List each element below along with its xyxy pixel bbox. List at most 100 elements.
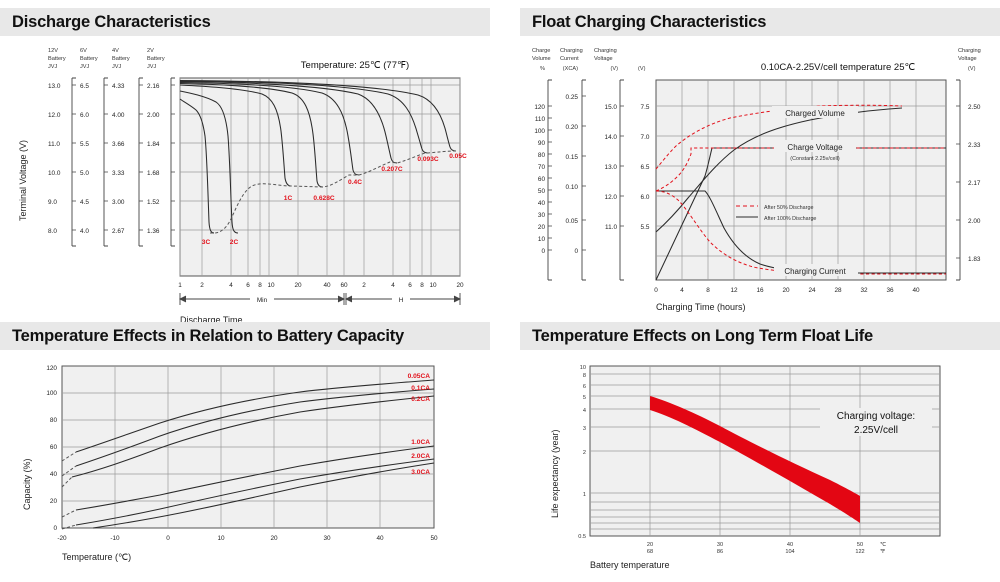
svg-text:2: 2 [362,282,366,289]
svg-text:0.25: 0.25 [566,94,579,101]
capacity-yticks: 0 20 40 60 80 100 120 [46,365,57,532]
float-note: 0.10CA-2.25V/cell temperature 25℃ [761,62,916,73]
scale-header-6v-volt: 6V [80,48,87,54]
svg-text:2.00: 2.00 [147,112,160,119]
svg-text:20: 20 [270,535,278,542]
svg-text:86: 86 [717,549,723,555]
svg-text:1.68: 1.68 [147,170,160,177]
discharge-xlabel: Discharge Time [180,315,243,325]
svg-text:30: 30 [538,212,546,219]
svg-text:4: 4 [391,282,395,289]
svg-text:122: 122 [855,549,864,555]
capacity-ylabel: Capacity (%) [22,458,32,510]
svg-text:3: 3 [583,426,586,432]
panel-header-floatlife: Temperature Effects on Long Term Float L… [520,322,1000,350]
discharge-plot-area [179,77,461,277]
svg-text:20: 20 [50,498,58,505]
svg-text:120: 120 [46,365,57,372]
svg-text:-10: -10 [110,535,120,542]
float-h1-unit: % [540,66,545,72]
svg-text:12.0: 12.0 [48,112,61,119]
svg-text:3.00: 3.00 [112,199,125,206]
discharge-scale-6v: 6.5 6.0 5.5 5.0 4.5 4.0 [80,83,108,235]
svg-text:5.5: 5.5 [80,141,89,148]
svg-text:10: 10 [429,282,437,289]
svg-text:0: 0 [53,525,57,532]
svg-text:40: 40 [538,200,546,207]
svg-text:1.83: 1.83 [968,256,981,263]
svg-text:40: 40 [323,282,331,289]
svg-text:11.0: 11.0 [605,224,617,231]
svg-text:11.0: 11.0 [48,141,60,148]
float-scale-current: 0.25 0.20 0.15 0.10 0.05 0 [566,94,586,255]
svg-text:-20: -20 [57,535,67,542]
svg-text:60: 60 [50,444,58,451]
svg-text:0.05: 0.05 [566,218,579,225]
svg-text:20: 20 [538,224,546,231]
curve-label-0628c: 0.628C [313,195,335,202]
float-col-headers: Charge Volume % Charging Current (XCA) C… [532,48,981,72]
chart-discharge: Terminal Voltage (V) 12V Battery JVJ 6V … [0,36,490,329]
svg-text:6.0: 6.0 [80,112,89,119]
float-h1-l1: Charge [532,48,550,54]
svg-text:5: 5 [583,395,586,401]
discharge-curves [179,79,457,234]
svg-text:3.66: 3.66 [112,141,125,148]
discharge-span-bars: Min H [178,293,462,305]
svg-text:10: 10 [580,365,586,371]
float-h4-unit: (V) [638,66,646,72]
float-right-h-l2: Voltage [958,56,977,62]
discharge-xticks: 1 2 4 6 8 10 20 40 60 2 4 6 8 10 20 [178,282,464,289]
svg-text:60: 60 [340,282,348,289]
svg-text:40: 40 [787,542,793,548]
svg-text:12: 12 [730,287,738,294]
floatlife-yticks: 0.5 1 2 3 4 5 6 8 10 [578,365,586,540]
capacity-label-005ca: 0.05CA [408,373,431,380]
svg-text:9.0: 9.0 [48,199,57,206]
float-scale-volume: 120 110 100 90 80 70 60 50 40 30 20 10 0 [534,104,552,255]
discharge-scale-rails [71,77,175,247]
float-h2-unit: (XCA) [563,66,578,72]
chart-capacity: Capacity (%) 0 20 40 60 80 100 120 [0,350,490,580]
svg-text:50: 50 [430,535,438,542]
svg-text:4.00: 4.00 [112,112,125,119]
svg-text:0.15: 0.15 [566,154,579,161]
svg-text:6: 6 [246,282,250,289]
panel-header-capacity: Temperature Effects in Relation to Batte… [0,322,490,350]
svg-text:0.10: 0.10 [566,184,579,191]
float-annotations: Charged Volume Charge Voltage (Constant … [772,106,858,276]
discharge-ylabel: Terminal Voltage (V) [18,140,28,221]
floatlife-unit-c: ℃ [880,542,887,548]
floatlife-annot-line1: Charging voltage: [837,411,915,422]
svg-text:6: 6 [583,384,586,390]
svg-text:10: 10 [538,236,546,243]
float-scale-rails [547,79,961,281]
curve-label-2c: 2C [230,239,239,246]
capacity-curve-dashes [61,451,77,530]
svg-text:2.67: 2.67 [112,228,125,235]
svg-text:28: 28 [834,287,842,294]
legend-label-100pct: After 100% Discharge [764,216,816,222]
chart-float: Charge Volume % Charging Current (XCA) C… [520,36,1000,316]
scale-header-4v-volt: 4V [112,48,119,54]
float-annot-charged-volume: Charged Volume [785,109,845,118]
panel-capacity: Temperature Effects in Relation to Batte… [0,322,490,580]
svg-text:4.5: 4.5 [80,199,89,206]
svg-text:50: 50 [538,188,546,195]
panel-title-float: Float Charging Characteristics [532,12,767,31]
float-scale-cell-voltage: 7.5 7.0 6.5 6.0 5.5 [641,104,650,231]
float-annot-charge-voltage-sub: (Constant 2.25v/cell) [790,156,840,162]
svg-text:2: 2 [200,282,204,289]
float-scale-right: 2.50 2.33 2.17 2.00 1.83 [956,104,981,263]
svg-text:4.33: 4.33 [112,83,125,90]
panel-title-floatlife: Temperature Effects on Long Term Float L… [532,326,873,345]
scale-header-12v-volt: 12V [48,48,58,54]
discharge-scale-2v: 2.16 2.00 1.84 1.68 1.52 1.36 [147,83,175,235]
svg-text:0: 0 [574,248,578,255]
svg-text:50: 50 [857,542,863,548]
svg-text:110: 110 [535,116,546,123]
discharge-cutoff-envelope [210,150,457,234]
svg-text:1.36: 1.36 [147,228,160,235]
scale-header-4v-l2: Battery [112,56,130,62]
